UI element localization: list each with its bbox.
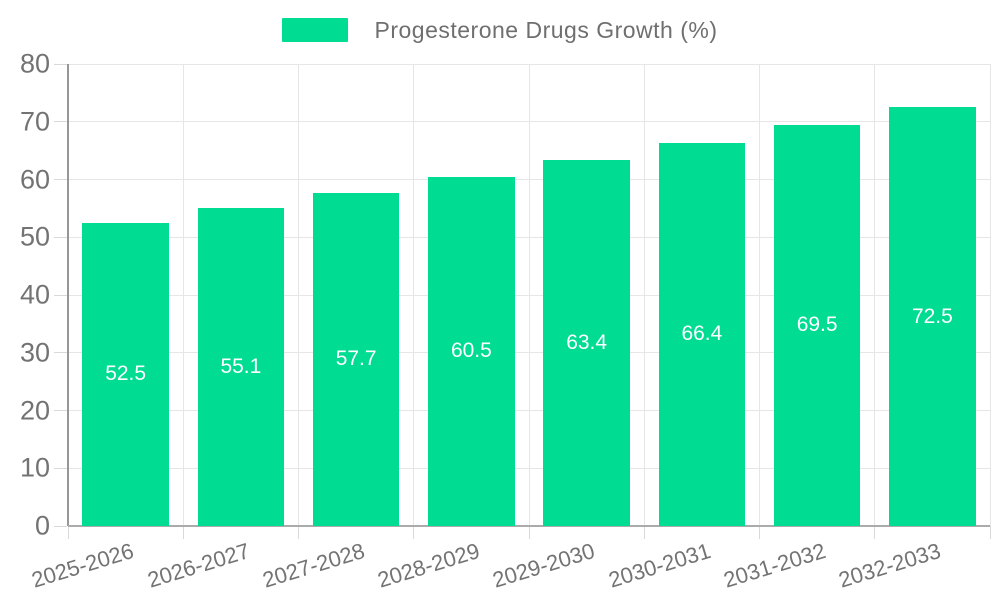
x-tick: [413, 526, 415, 539]
gridline-v: [643, 64, 645, 526]
y-axis-tick-label: 70: [19, 106, 50, 137]
x-tick: [643, 526, 645, 539]
y-tick: [54, 410, 67, 411]
bar-value-label: 69.5: [796, 313, 838, 337]
y-axis-line: [67, 64, 69, 526]
x-tick: [528, 526, 530, 539]
bar-2030-2031[interactable]: [658, 142, 746, 526]
gridline-v: [759, 64, 760, 526]
gridline-v: [989, 64, 991, 526]
bar-value-label: 63.4: [566, 330, 608, 354]
bar-value-label: 66.4: [681, 322, 723, 346]
bar-2027-2028[interactable]: [312, 192, 400, 526]
bar-value-label: 55.1: [220, 354, 262, 378]
x-tick: [759, 526, 760, 539]
y-axis-tick-label: 20: [19, 395, 50, 425]
x-tick: [298, 526, 299, 539]
y-tick: [54, 236, 67, 238]
x-axis-tick-label: 2026-2027: [144, 538, 253, 593]
y-axis-tick-label: 80: [19, 48, 50, 79]
x-tick: [182, 526, 184, 539]
y-axis-tick-label: 50: [19, 221, 50, 252]
x-axis-tick-label: 2027-2028: [259, 538, 368, 593]
x-axis-line: [68, 525, 990, 527]
x-tick: [874, 526, 876, 539]
x-axis-tick-label: 2031-2032: [720, 538, 829, 593]
bar-value-label: 57.7: [335, 347, 377, 371]
x-axis-tick-label: 2030-2031: [605, 538, 714, 593]
bar-2029-2030[interactable]: [543, 159, 630, 526]
bar-value-label: 60.5: [450, 339, 492, 363]
y-axis-tick-label: 60: [19, 164, 50, 194]
x-axis-tick-label: 2032-2033: [835, 538, 944, 593]
x-axis-tick-label: 2028-2029: [374, 538, 483, 593]
y-tick: [54, 179, 67, 180]
legend-item[interactable]: Progesterone Drugs Growth (%): [282, 17, 717, 44]
legend-swatch-icon: [282, 18, 349, 42]
y-tick: [54, 467, 67, 469]
bar-2028-2029[interactable]: [428, 176, 515, 526]
bar-2026-2027[interactable]: [197, 207, 285, 526]
y-axis-tick-label: 30: [19, 337, 50, 368]
y-axis-tick-label: 0: [34, 510, 50, 541]
legend-label: Progesterone Drugs Growth (%): [374, 16, 718, 43]
x-tick: [989, 526, 991, 539]
y-tick: [54, 121, 67, 123]
bar-value-label: 72.5: [911, 304, 953, 328]
gridline-v: [182, 64, 184, 526]
x-axis-tick-label: 2029-2030: [490, 538, 598, 593]
y-axis-tick-label: 40: [19, 279, 50, 310]
bar-2025-2026[interactable]: [82, 222, 169, 526]
plot-area: 52.5 55.1 57.7 60.5 63.4 66.4 69.5 72.5 0 10 20 30…: [20, 49, 991, 593]
y-axis-tick-label: 10: [19, 452, 50, 483]
y-tick: [54, 294, 67, 296]
y-tick: [54, 352, 67, 354]
x-axis-tick-label: 2025-2026: [29, 538, 137, 593]
bar-2032-2033[interactable]: [889, 107, 976, 526]
bar-value-label: 52.5: [105, 362, 147, 386]
gridline-v: [413, 64, 415, 526]
x-tick: [67, 526, 69, 539]
y-tick: [54, 63, 67, 65]
bar-2031-2032[interactable]: [773, 124, 861, 526]
gridline-v: [528, 64, 530, 526]
gridline-v: [298, 64, 299, 526]
y-tick: [54, 525, 67, 527]
legend: Progesterone Drugs Growth (%): [0, 12, 1000, 48]
gridline-v: [874, 64, 876, 526]
